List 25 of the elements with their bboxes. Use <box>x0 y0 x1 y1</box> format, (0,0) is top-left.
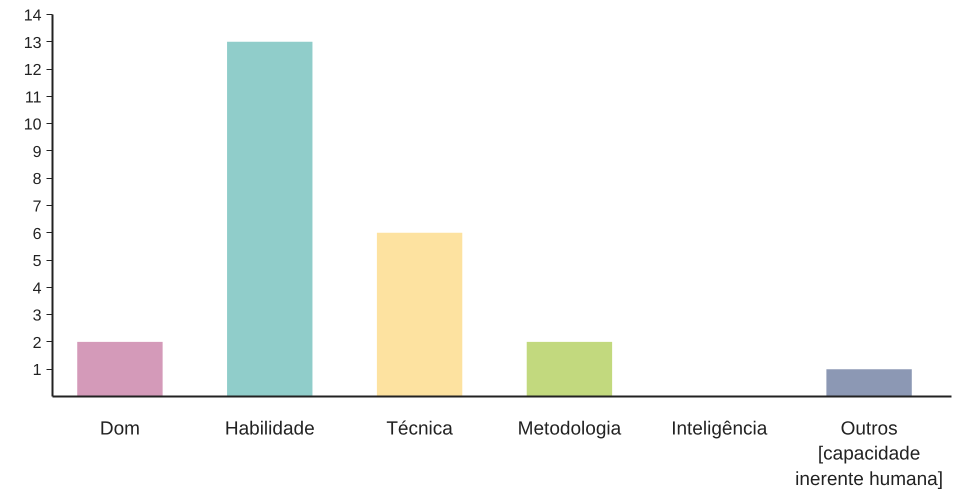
x-tick-label: Dom <box>100 418 140 440</box>
y-tick-label: 7 <box>32 198 42 216</box>
x-tick-label: Técnica <box>386 418 454 440</box>
y-tick-label: 14 <box>24 8 42 24</box>
y-tick-label: 2 <box>32 334 42 352</box>
y-tick-label: 8 <box>32 171 42 188</box>
x-tick-label: Habilidade <box>224 418 315 440</box>
y-tick-label: 9 <box>32 144 42 161</box>
x-tick-label: Outros [capacidade inerente humana] <box>795 418 944 490</box>
y-tick-label: 1 <box>32 362 42 380</box>
x-tick-label: Metodologia <box>518 418 622 440</box>
y-tick-label: 5 <box>32 253 42 270</box>
y-tick-label: 10 <box>24 116 42 134</box>
x-tick-label: Inteligência <box>671 418 768 440</box>
bar <box>227 42 312 396</box>
y-tick-label: 12 <box>24 62 42 80</box>
y-tick-label: 3 <box>32 308 42 325</box>
y-tick-label: 13 <box>24 34 42 52</box>
bar <box>826 369 912 396</box>
y-tick-label: 11 <box>24 89 42 106</box>
bar <box>526 342 612 396</box>
y-tick-label: 6 <box>32 226 42 243</box>
bar <box>77 342 163 396</box>
y-tick-label: 4 <box>32 280 42 298</box>
bar <box>376 232 462 396</box>
